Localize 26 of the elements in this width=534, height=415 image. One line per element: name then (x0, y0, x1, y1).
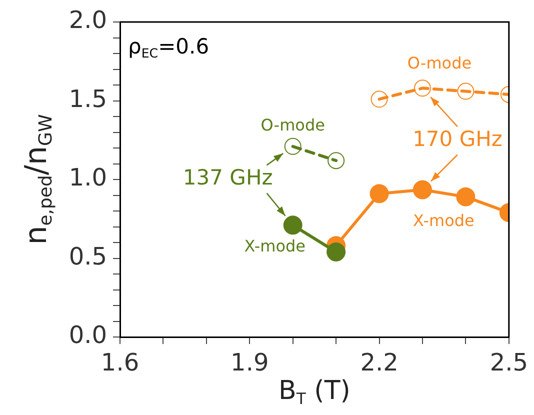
y-tick-label: 0.0 (68, 321, 107, 350)
y-tick-label: 1.5 (68, 84, 107, 113)
point (370, 90, 388, 108)
point (457, 82, 474, 100)
point (414, 80, 431, 97)
x-tick-label: 2.2 (360, 348, 398, 377)
x-tick-label: 1.6 (100, 348, 140, 377)
x-tick-label: 1.9 (230, 348, 269, 377)
annotation: O-mode (260, 116, 325, 135)
annotation: 137 GHz (182, 166, 273, 190)
annotation: X-mode (244, 236, 306, 256)
y-tick-label: 0.5 (68, 242, 107, 270)
point (456, 187, 476, 206)
point (283, 216, 302, 235)
y-tick-label: 1.0 (68, 164, 107, 192)
annotation: O-mode (407, 53, 472, 72)
point (412, 180, 432, 200)
y-tick-label: 2.0 (68, 6, 107, 34)
annotation: X-mode (413, 210, 474, 230)
point (370, 184, 389, 204)
point (328, 152, 345, 170)
point (326, 242, 346, 262)
x-tick-label: 2.5 (490, 348, 528, 377)
point (284, 138, 302, 155)
y-axis-title: ne,ped/nGW (18, 114, 57, 245)
annotation: 170 GHz (412, 127, 502, 152)
